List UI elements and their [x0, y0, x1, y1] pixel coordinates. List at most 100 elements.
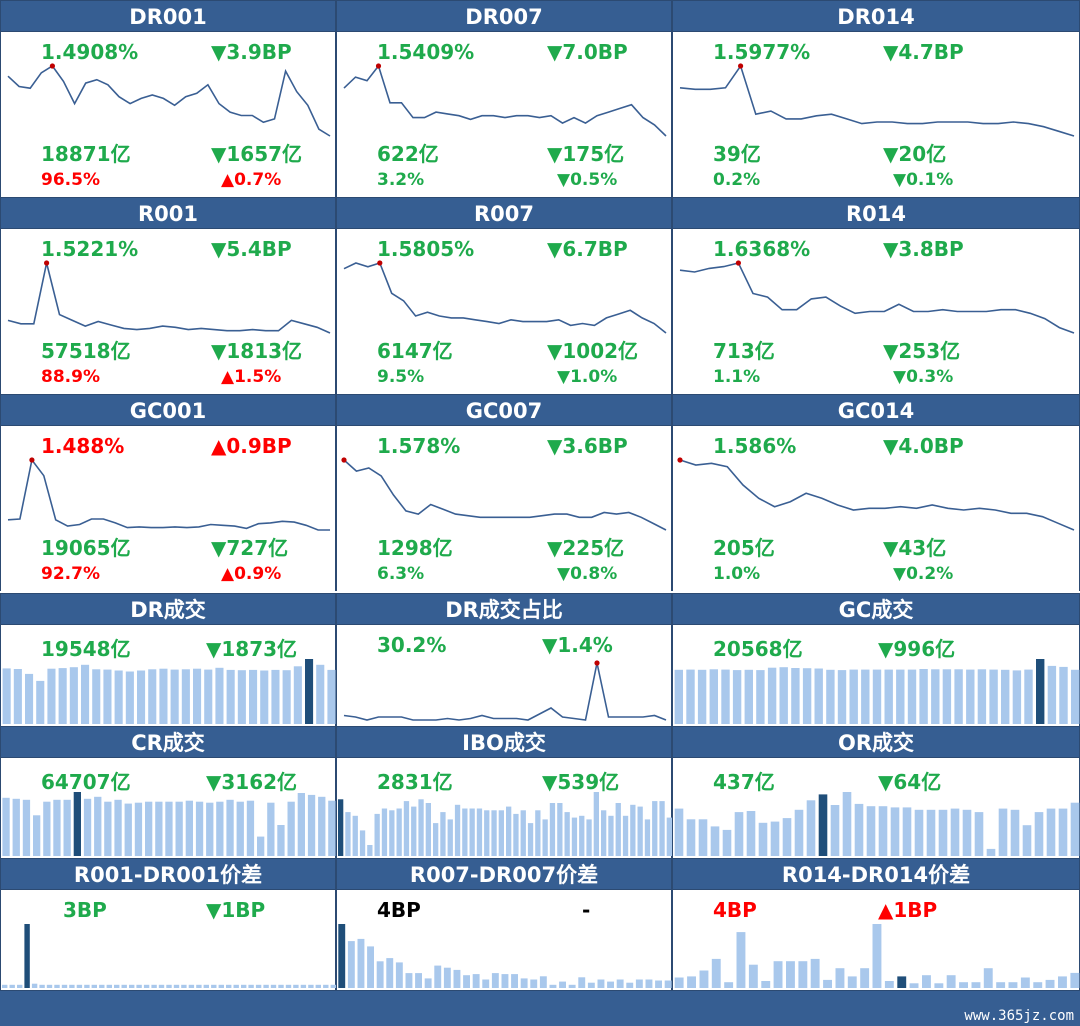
bar — [1048, 666, 1056, 724]
rate-line-chart — [1, 257, 337, 337]
panel-title: DR007 — [337, 0, 671, 32]
bar — [415, 973, 422, 988]
change-value: - — [582, 898, 590, 922]
bar — [13, 799, 20, 856]
bar — [572, 818, 577, 856]
bar — [166, 985, 171, 988]
bar — [454, 970, 461, 988]
panel-title: R014-DR014价差 — [673, 858, 1079, 890]
primary-value: 4BP — [377, 898, 421, 922]
bar — [135, 803, 142, 856]
peak-marker — [29, 457, 34, 462]
bar — [783, 818, 792, 856]
bar — [404, 801, 409, 856]
bar — [698, 670, 706, 724]
bar — [389, 810, 394, 856]
volume-value: 39亿 — [713, 138, 761, 167]
bar — [328, 801, 335, 856]
bar — [193, 669, 201, 724]
bar — [954, 669, 962, 724]
primary-value: 30.2% — [377, 633, 446, 657]
mini-chart — [673, 657, 1080, 724]
bar — [492, 973, 499, 988]
bar — [316, 665, 324, 724]
share-change: ▼0.2% — [893, 564, 953, 584]
bar — [182, 669, 190, 724]
bar — [425, 978, 432, 988]
share-value: 1.0% — [713, 564, 760, 584]
bar — [521, 810, 526, 856]
bar — [687, 976, 696, 988]
bar — [148, 669, 156, 724]
bar — [159, 669, 167, 724]
panel-title: DR成交 — [1, 593, 335, 625]
bar — [737, 932, 746, 988]
bar — [171, 670, 179, 724]
bar — [418, 799, 423, 856]
bar — [308, 985, 313, 988]
volume-change: ▼1002亿 — [547, 335, 638, 364]
share-value: 9.5% — [377, 367, 424, 387]
bar — [114, 985, 119, 988]
bar — [103, 670, 111, 724]
bar — [69, 985, 74, 988]
bar — [145, 802, 152, 856]
series-line — [344, 66, 666, 136]
bar — [1070, 973, 1079, 988]
bar — [159, 985, 164, 988]
share-change: ▲1.5% — [221, 367, 281, 387]
bar — [64, 800, 71, 856]
bar — [848, 976, 857, 988]
bar — [1071, 803, 1080, 856]
bar — [910, 983, 919, 988]
primary-value: 4BP — [713, 898, 757, 922]
panel-title: GC001 — [1, 394, 335, 426]
bar — [382, 809, 387, 857]
bar — [94, 797, 101, 856]
bar — [104, 802, 111, 856]
mini-chart — [1, 922, 337, 988]
bar — [540, 976, 547, 988]
bar-highlight — [897, 976, 906, 988]
panel-title: IBO成交 — [337, 726, 671, 758]
bar — [155, 802, 162, 856]
bar — [655, 981, 662, 989]
bar — [989, 670, 997, 724]
bar — [181, 985, 186, 988]
bar — [470, 809, 475, 857]
bar — [721, 670, 729, 724]
bar — [963, 810, 972, 856]
bar — [959, 982, 968, 988]
bar — [286, 985, 291, 988]
bar — [630, 805, 635, 856]
bar — [922, 975, 931, 988]
bar — [987, 849, 996, 856]
bar — [594, 792, 599, 856]
volume-value: 1298亿 — [377, 532, 453, 561]
bar — [735, 812, 744, 856]
bar — [92, 669, 100, 724]
peak-marker — [376, 63, 381, 68]
bar — [137, 671, 145, 725]
peak-marker — [377, 260, 382, 265]
bar — [482, 980, 489, 989]
bar — [216, 802, 223, 856]
bar — [608, 816, 613, 856]
share-change: ▲0.9% — [221, 564, 281, 584]
bar — [803, 668, 811, 724]
bar — [543, 819, 548, 856]
bar — [972, 982, 981, 988]
panel-title: OR成交 — [673, 726, 1079, 758]
bar — [815, 669, 823, 725]
bar — [733, 670, 741, 724]
bar — [411, 807, 416, 856]
bar — [440, 812, 445, 856]
bar — [550, 985, 557, 988]
bar — [798, 961, 807, 988]
bar — [47, 985, 52, 988]
bar — [588, 983, 595, 988]
